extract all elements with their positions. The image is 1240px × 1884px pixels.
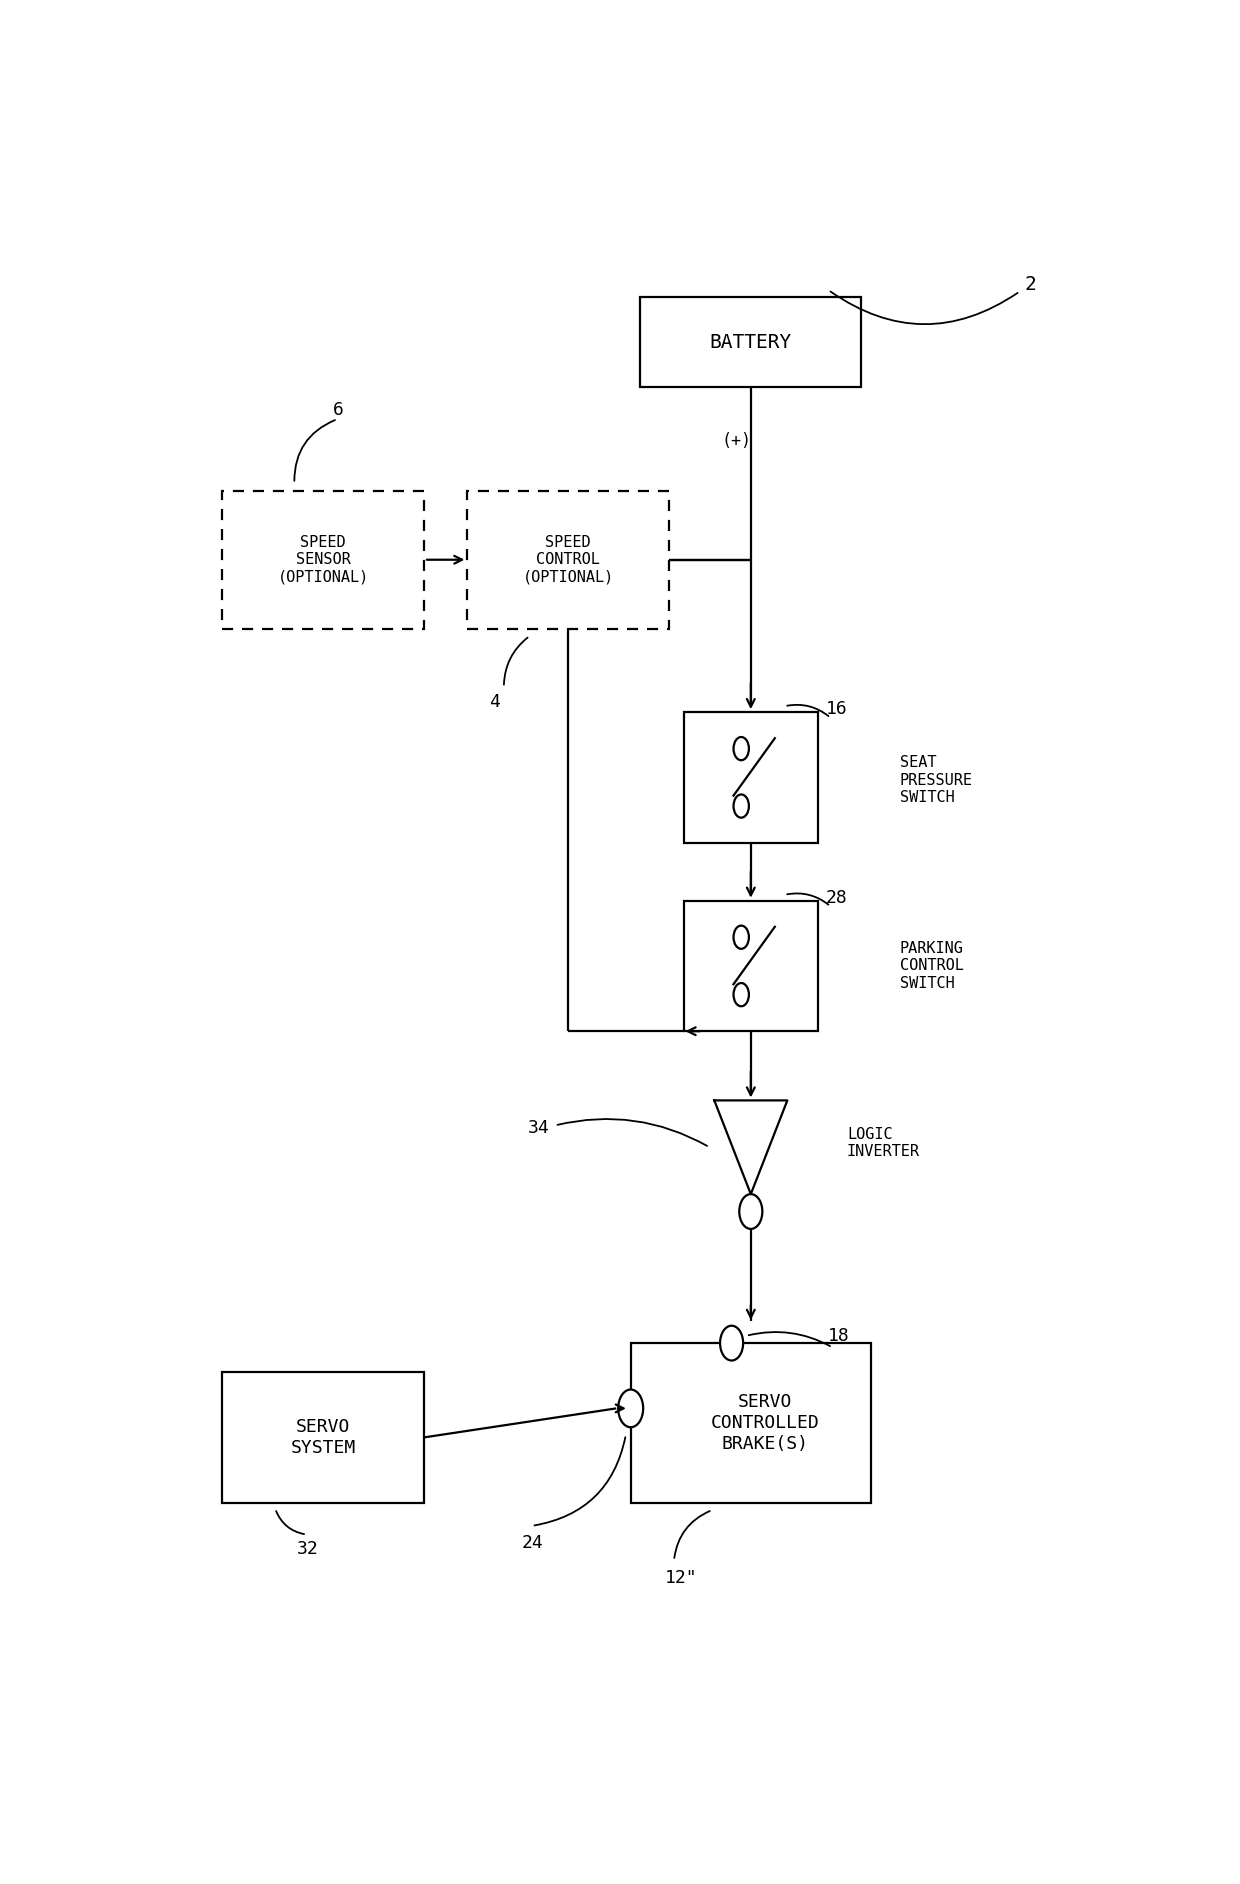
- Text: SERVO
CONTROLLED
BRAKE(S): SERVO CONTROLLED BRAKE(S): [711, 1392, 820, 1453]
- Bar: [683, 901, 818, 1031]
- Text: 18: 18: [828, 1326, 849, 1345]
- Text: 34: 34: [528, 1119, 549, 1138]
- Text: BATTERY: BATTERY: [709, 333, 792, 352]
- Text: SPEED
CONTROL
(OPTIONAL): SPEED CONTROL (OPTIONAL): [522, 535, 614, 584]
- Text: 16: 16: [826, 701, 847, 718]
- Bar: [222, 492, 424, 629]
- Text: LOGIC
INVERTER: LOGIC INVERTER: [847, 1127, 920, 1159]
- Text: SERVO
SYSTEM: SERVO SYSTEM: [290, 1419, 356, 1456]
- Polygon shape: [714, 1100, 787, 1194]
- Text: 4: 4: [490, 693, 500, 710]
- Text: 6: 6: [332, 401, 343, 420]
- Bar: [683, 712, 818, 842]
- Circle shape: [734, 983, 749, 1006]
- Circle shape: [720, 1326, 743, 1360]
- Text: 24: 24: [522, 1534, 544, 1552]
- Bar: [631, 1343, 870, 1503]
- Text: 32: 32: [298, 1539, 319, 1558]
- Circle shape: [739, 1194, 763, 1228]
- Text: SPEED
SENSOR
(OPTIONAL): SPEED SENSOR (OPTIONAL): [278, 535, 368, 584]
- Text: 12": 12": [665, 1569, 697, 1586]
- Text: SEAT
PRESSURE
SWITCH: SEAT PRESSURE SWITCH: [900, 755, 972, 804]
- Text: (+): (+): [722, 431, 751, 450]
- Circle shape: [734, 737, 749, 761]
- Circle shape: [734, 925, 749, 950]
- Circle shape: [734, 795, 749, 818]
- Text: 2: 2: [1024, 275, 1037, 294]
- Bar: [467, 492, 670, 629]
- Text: PARKING
CONTROL
SWITCH: PARKING CONTROL SWITCH: [900, 940, 963, 991]
- Text: 28: 28: [826, 889, 847, 906]
- Bar: [640, 298, 862, 386]
- Circle shape: [619, 1390, 644, 1428]
- Bar: [222, 1372, 424, 1503]
